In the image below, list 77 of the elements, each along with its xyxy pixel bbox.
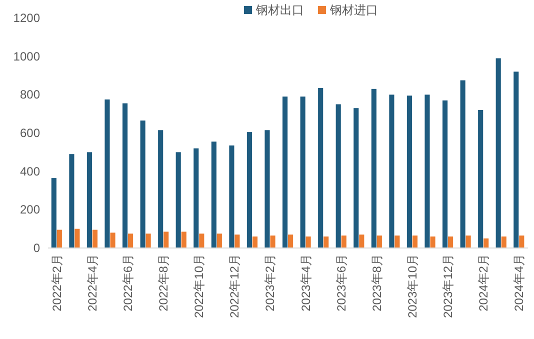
x-tick-label: 2022年6月 (121, 254, 135, 312)
x-tick-label: 2022年2月 (50, 254, 64, 312)
bar (501, 236, 506, 248)
y-tick-label: 1000 (13, 49, 40, 64)
bar (371, 88, 376, 248)
bar (478, 110, 484, 248)
x-tick-label: 2023年4月 (298, 254, 313, 312)
bar (496, 58, 501, 248)
bar (194, 148, 199, 248)
bar (354, 108, 359, 248)
bar (442, 100, 448, 248)
bar (514, 72, 519, 248)
legend-label: 钢材出口 (255, 3, 304, 17)
bar (306, 236, 311, 248)
bar (424, 94, 430, 248)
x-tick-label: 2022年4月 (85, 254, 100, 312)
bar (176, 152, 181, 248)
bar (122, 103, 128, 248)
bar (146, 234, 151, 248)
bar (252, 236, 258, 248)
bar (216, 234, 222, 248)
bar (288, 234, 294, 248)
bar (140, 120, 146, 248)
bar (56, 230, 62, 248)
bar (336, 104, 341, 248)
bar (376, 236, 382, 248)
bar (394, 236, 400, 248)
x-tick-label: 2023年10月 (405, 254, 420, 318)
bar (51, 178, 56, 248)
bar (406, 96, 412, 248)
y-tick-label: 200 (20, 202, 40, 217)
bar (318, 88, 324, 248)
x-tick-label: 2024年2月 (476, 254, 491, 312)
bar (104, 99, 110, 248)
x-tick-label: 2023年12月 (441, 254, 455, 318)
bar (74, 228, 80, 248)
bar (448, 236, 454, 248)
x-tick-label: 2022年10月 (192, 254, 206, 318)
bar (69, 154, 74, 248)
bar (359, 234, 364, 248)
bar (128, 234, 134, 248)
y-tick-label: 400 (20, 164, 40, 178)
x-tick-label: 2022年8月 (156, 254, 171, 312)
bar (110, 232, 116, 248)
bar (86, 152, 92, 248)
bar (264, 130, 270, 248)
bar (324, 236, 329, 248)
legend-label: 钢材进口 (329, 3, 378, 17)
bar (519, 236, 524, 248)
x-tick-label: 2022年12月 (228, 254, 242, 318)
y-tick-label: 800 (20, 88, 40, 102)
bar (199, 234, 204, 248)
bar (211, 142, 216, 248)
bar (270, 236, 276, 248)
bar (181, 232, 186, 248)
bar (430, 236, 436, 248)
bar (164, 232, 169, 248)
y-tick-label: 600 (20, 126, 40, 140)
x-tick-label: 2023年6月 (334, 254, 348, 312)
bar (92, 230, 98, 248)
bar (466, 236, 471, 248)
bar (246, 132, 252, 248)
y-tick-label: 1200 (13, 11, 40, 25)
bar (229, 145, 234, 248)
y-tick-label: 0 (33, 241, 40, 255)
bar (460, 80, 466, 248)
bar (282, 96, 288, 248)
bar (484, 238, 489, 248)
bar (158, 130, 164, 248)
bar (300, 96, 306, 248)
bar (412, 236, 418, 248)
bar (389, 94, 394, 248)
bar (341, 236, 346, 248)
x-tick-label: 2024年4月 (512, 254, 526, 312)
x-tick-label: 2023年2月 (263, 254, 278, 312)
bar (234, 234, 240, 248)
x-tick-label: 2023年8月 (370, 254, 384, 312)
